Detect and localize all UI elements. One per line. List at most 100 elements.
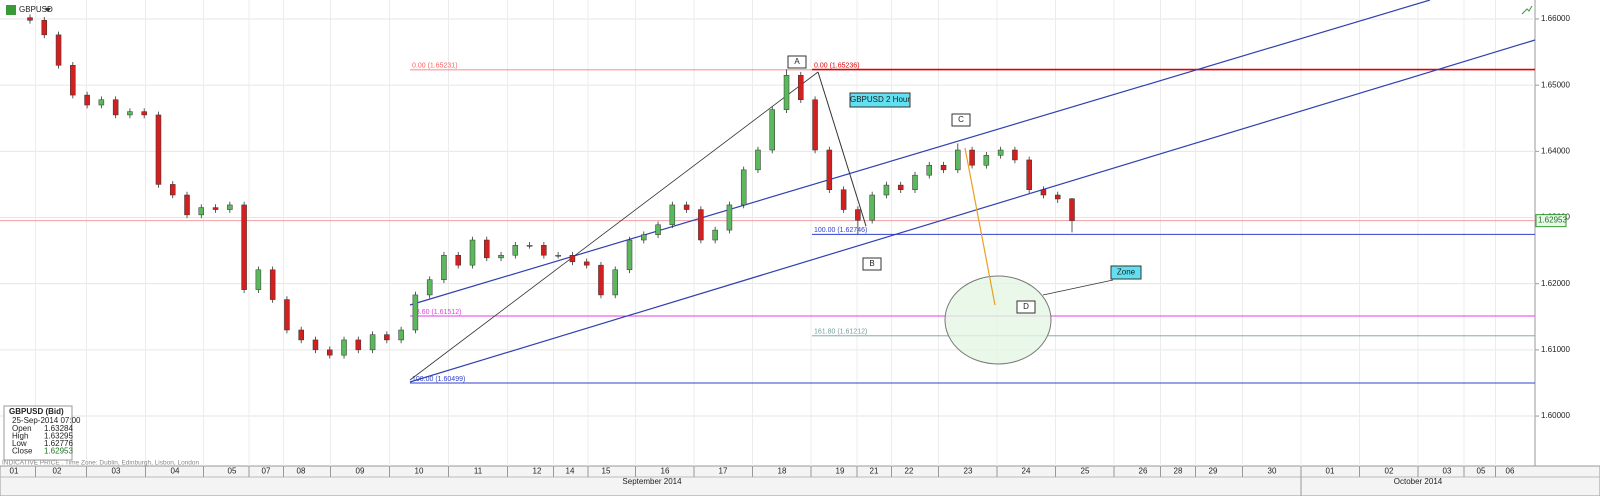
y-tick-label: 1.61000	[1541, 345, 1570, 354]
candle-body	[469, 239, 476, 266]
info-value: 1.63284	[44, 424, 73, 433]
projection-line	[964, 147, 996, 306]
abcd-line	[817, 71, 867, 227]
candle-body	[384, 334, 390, 341]
candle-body	[698, 209, 704, 241]
x-tick-label: 30	[1268, 467, 1277, 476]
candle-body	[855, 209, 861, 221]
candle-body	[926, 164, 933, 176]
candle-body	[112, 99, 119, 116]
candle-body	[355, 339, 362, 351]
channel-line	[409, 0, 1431, 306]
info-value: 1.63295	[44, 432, 73, 441]
candle-body	[441, 254, 447, 280]
x-tick-label: 07	[262, 467, 271, 476]
info-field: Close	[12, 447, 33, 456]
candle-body	[398, 329, 404, 341]
candle-body	[798, 74, 804, 100]
candle-body	[269, 269, 276, 300]
title-box	[849, 92, 911, 108]
candle-body	[27, 17, 33, 21]
candle-body	[783, 74, 790, 110]
x-tick-label: 21	[870, 467, 879, 476]
candle-body	[712, 229, 718, 241]
info-field: High	[12, 432, 28, 441]
info-time: 25-Sep-2014 07:00	[12, 416, 81, 425]
month-label: September 2014	[622, 477, 682, 486]
candle-body	[198, 207, 205, 216]
point-box	[862, 257, 882, 271]
point-box	[951, 113, 971, 127]
candle-body	[455, 254, 461, 266]
price-tag	[1535, 214, 1567, 228]
candle-body	[555, 254, 561, 257]
candle-body	[84, 94, 90, 106]
candle-body	[141, 111, 147, 116]
x-tick-label: 22	[905, 467, 914, 476]
x-tick-label: 05	[228, 467, 237, 476]
candle-body	[683, 204, 690, 210]
x-tick-label: 14	[566, 467, 575, 476]
y-tick-label: 1.66000	[1541, 14, 1570, 23]
candle-body	[1026, 159, 1032, 190]
candle-body	[983, 155, 990, 166]
candle-body	[498, 254, 504, 259]
candle-body	[755, 149, 761, 171]
symbol[interactable]: GBPUSD	[19, 5, 53, 14]
candle-body	[583, 261, 590, 266]
candle-body	[341, 339, 347, 356]
info-field: Open	[12, 424, 32, 433]
footer: INDICATIVE PRICE . Time Zone: Dublin, Ed…	[2, 460, 200, 467]
candle-body	[655, 224, 661, 235]
candle-body	[55, 34, 62, 66]
level-label: 100.00 (1.60499)	[412, 376, 465, 383]
y-tick-label: 1.60000	[1541, 411, 1570, 420]
candle-body	[512, 245, 519, 256]
symbol-dropdown[interactable]	[45, 8, 51, 12]
y-tick-label: 1.65000	[1541, 80, 1570, 89]
x-tick-label: 01	[10, 467, 19, 476]
x-tick-label: 15	[602, 467, 611, 476]
candle-body	[327, 349, 333, 356]
trend-icon[interactable]	[1521, 5, 1533, 15]
candle-body	[369, 334, 376, 351]
abcd-line	[409, 71, 819, 381]
candle-body	[526, 245, 533, 247]
candle-body	[1012, 149, 1018, 161]
candle-body	[812, 99, 818, 151]
x-tick-label: 06	[1506, 467, 1515, 476]
symbol-icon	[6, 5, 16, 15]
candle-body	[184, 194, 190, 216]
title-box-label: GBPUSD 2 Hour	[850, 95, 910, 104]
x-tick-label: 18	[778, 467, 787, 476]
info-value: 1.62953	[44, 447, 73, 456]
x-tick-label: 04	[171, 467, 180, 476]
candle-body	[912, 174, 918, 190]
candle-body	[312, 339, 319, 351]
candle-body	[412, 294, 419, 331]
candle-body	[569, 254, 576, 263]
candle-body	[626, 239, 633, 271]
x-tick-label: 03	[112, 467, 121, 476]
candle-body	[426, 279, 433, 296]
x-axis-bar	[0, 465, 1600, 496]
candle-body	[1054, 194, 1061, 200]
x-tick-label: 02	[53, 467, 62, 476]
candle-body	[255, 269, 262, 290]
candle-body	[612, 269, 618, 296]
candle-body	[1040, 189, 1047, 196]
candle-body	[955, 149, 961, 171]
candle-body	[897, 184, 904, 190]
zone-label: Zone	[1117, 268, 1136, 277]
x-tick-label: 08	[297, 467, 306, 476]
x-tick-label: 28	[1174, 467, 1183, 476]
x-tick-label: 05	[1477, 467, 1486, 476]
candle-body	[169, 184, 176, 196]
month-label: October 2014	[1394, 477, 1443, 486]
point-box	[1016, 300, 1036, 314]
candle-body	[769, 109, 775, 151]
candle-body	[241, 204, 247, 290]
level-label: 100.00 (1.62746)	[814, 227, 867, 234]
x-tick-label: 11	[474, 467, 483, 476]
